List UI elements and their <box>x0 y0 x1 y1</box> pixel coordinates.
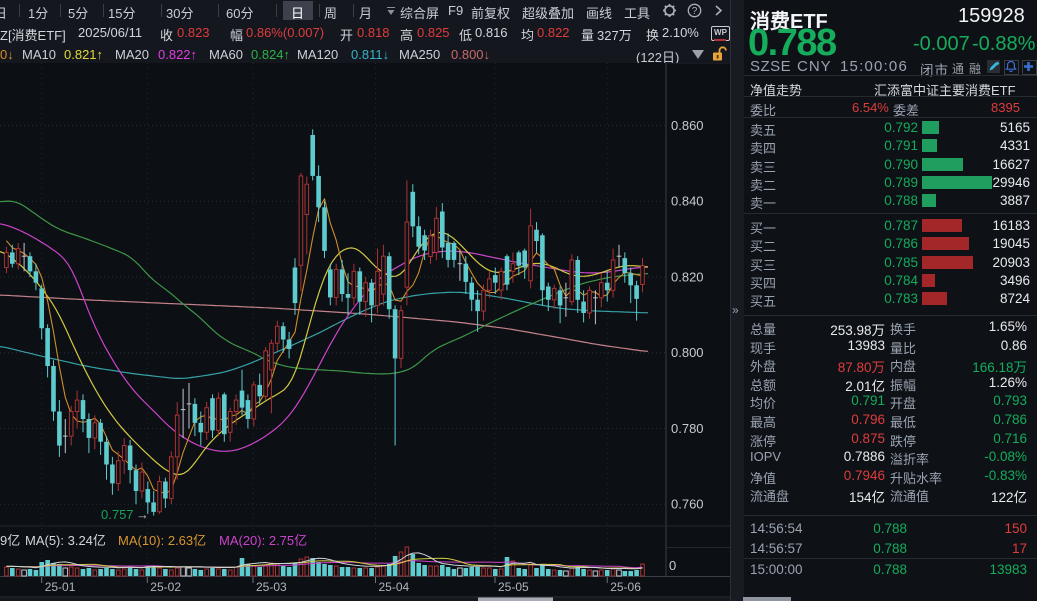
svg-text:0.860: 0.860 <box>671 118 704 133</box>
svg-text:0.780: 0.780 <box>671 421 704 436</box>
svg-text:25-04: 25-04 <box>379 580 410 594</box>
svg-text:0: 0 <box>669 558 676 573</box>
svg-text:0.800: 0.800 <box>671 345 704 360</box>
svg-text:→: → <box>136 507 149 522</box>
svg-text:25-02: 25-02 <box>150 580 181 594</box>
svg-text:0.757: 0.757 <box>101 507 134 522</box>
svg-text:0.820: 0.820 <box>671 270 704 285</box>
svg-text:25-05: 25-05 <box>498 580 529 594</box>
svg-text:25-03: 25-03 <box>256 580 287 594</box>
svg-text:0.760: 0.760 <box>671 497 704 512</box>
svg-text:25-06: 25-06 <box>610 580 641 594</box>
svg-text:?: ? <box>692 6 698 17</box>
svg-text:0.840: 0.840 <box>671 194 704 209</box>
svg-text:25-01: 25-01 <box>45 580 76 594</box>
